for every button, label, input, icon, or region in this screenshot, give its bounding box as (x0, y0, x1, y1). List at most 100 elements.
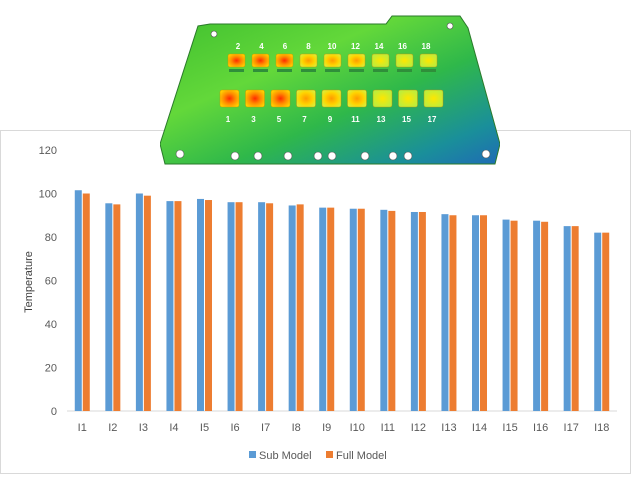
bar-sub-model-i5 (197, 198, 204, 411)
board-chip-top (227, 53, 246, 68)
y-tick-label: 20 (45, 363, 57, 375)
x-axis-ticks: I1 I2 I3 I4 I5 I6 I7 I8 I9 I10 I11 I12 I13 I14 I15 I16 I… (78, 422, 610, 434)
board-number-top: 12 (351, 42, 360, 51)
bar-sub-model-i13 (441, 214, 449, 411)
board-thermal-image: 2 4 6 8 10 12 14 16 18 1 3 5 7 9 11 13 15 17 (160, 15, 500, 165)
board-number-top: 10 (328, 42, 337, 51)
board-chip-pins (253, 69, 268, 72)
board-number-top: 8 (306, 42, 311, 51)
board-chip-top (419, 53, 438, 68)
board-labels-top: 2 4 6 8 10 12 14 16 18 (236, 42, 431, 51)
x-tick-label: I9 (322, 422, 331, 434)
bar-sub-model-i6 (227, 202, 235, 411)
y-tick-label: 60 (45, 276, 57, 288)
board-number-bottom: 7 (302, 115, 307, 124)
bar-full-model-i1 (82, 193, 90, 411)
board-chip-top (371, 53, 390, 68)
board-number-bottom: 17 (428, 115, 437, 124)
x-tick-label: I17 (564, 422, 579, 434)
bar-full-model-i18 (602, 232, 610, 411)
x-tick-label: I11 (381, 422, 395, 434)
board-chip-pins (325, 69, 340, 72)
board-number-bottom: 15 (402, 115, 411, 124)
bar-sub-model-i10 (349, 208, 357, 411)
bar-full-model-i16 (541, 221, 549, 411)
y-tick-label: 120 (39, 145, 57, 157)
board-chip-pins (349, 69, 364, 72)
board-number-bottom: 1 (226, 115, 231, 124)
legend-swatch-full-model (326, 451, 333, 458)
x-tick-label: I4 (169, 422, 178, 434)
board-number-bottom: 5 (277, 115, 282, 124)
y-axis-ticks: 0 20 40 60 80 100 120 (39, 145, 57, 418)
board-chip-bottom (270, 89, 291, 108)
x-tick-label: I14 (472, 422, 487, 434)
x-tick-label: I5 (200, 422, 209, 434)
legend-label-sub-model: Sub Model (259, 450, 312, 462)
x-tick-label: I16 (533, 422, 548, 434)
x-tick-label: I15 (502, 422, 517, 434)
bar-full-model-i3 (143, 195, 151, 411)
board-number-top: 2 (236, 42, 241, 51)
y-tick-label: 100 (39, 189, 57, 201)
board-chip-bottom (347, 89, 367, 108)
board-chip-bottom (398, 89, 418, 108)
x-tick-label: I18 (594, 422, 609, 434)
legend-swatch-sub-model (249, 451, 256, 458)
board-number-bottom: 9 (328, 115, 333, 124)
bar-sub-model-i2 (105, 203, 113, 411)
bar-sub-model-i17 (563, 226, 571, 411)
bar-full-model-i11 (388, 210, 396, 411)
y-tick-label: 40 (45, 319, 57, 331)
bar-series (74, 190, 610, 411)
bar-full-model-i15 (510, 220, 518, 411)
x-tick-label: I13 (441, 422, 456, 434)
board-number-bottom: 3 (251, 115, 256, 124)
board-chip-top (395, 53, 414, 68)
board-chip-pins (373, 69, 388, 72)
bar-sub-model-i9 (319, 207, 327, 411)
board-number-top: 6 (283, 42, 288, 51)
bar-full-model-i7 (266, 203, 274, 411)
bar-sub-model-i4 (166, 201, 174, 411)
board-chip-pins (301, 69, 316, 72)
board-number-top: 4 (259, 42, 264, 51)
board-chip-pins (421, 69, 436, 72)
board-chip-pins (277, 69, 292, 72)
bar-sub-model-i18 (594, 232, 602, 411)
bar-full-model-i9 (327, 207, 335, 411)
x-tick-label: I8 (292, 422, 301, 434)
x-tick-label: I10 (350, 422, 365, 434)
board-chip-top (323, 53, 342, 68)
board-number-bottom: 11 (351, 115, 360, 124)
board-chip-top (251, 53, 270, 68)
board-chips (219, 53, 444, 108)
y-tick-label: 80 (45, 232, 57, 244)
bar-sub-model-i8 (288, 205, 296, 411)
bar-sub-model-i15 (502, 219, 510, 411)
bar-sub-model-i11 (380, 209, 388, 411)
bar-full-model-i17 (571, 226, 579, 411)
bar-full-model-i13 (449, 215, 457, 411)
x-tick-label: I7 (261, 422, 270, 434)
board-chip-pins (397, 69, 412, 72)
bar-sub-model-i7 (258, 202, 266, 411)
y-tick-label: 0 (51, 406, 57, 418)
board-chip-bottom (245, 89, 265, 108)
bar-sub-model-i16 (533, 220, 541, 411)
bar-full-model-i14 (480, 215, 487, 411)
board-chip-top (299, 53, 318, 68)
bar-full-model-i2 (113, 204, 121, 411)
bar-full-model-i12 (418, 211, 426, 411)
bar-sub-model-i1 (74, 190, 82, 411)
bar-sub-model-i14 (472, 215, 479, 411)
y-axis-title: Temperature (23, 251, 35, 313)
bar-sub-model-i12 (410, 211, 418, 411)
board-labels-bottom: 1 3 5 7 9 11 13 15 17 (226, 115, 437, 124)
board-chip-bottom (296, 89, 316, 108)
board-chip-bottom (423, 89, 444, 108)
bar-full-model-i10 (357, 208, 365, 411)
board-number-top: 14 (375, 42, 384, 51)
bar-full-model-i4 (174, 201, 182, 411)
